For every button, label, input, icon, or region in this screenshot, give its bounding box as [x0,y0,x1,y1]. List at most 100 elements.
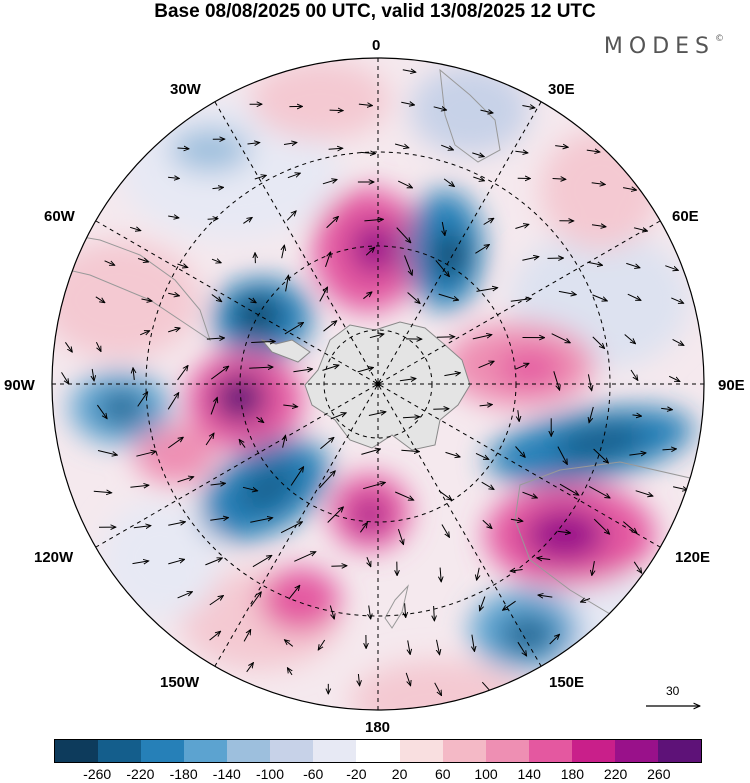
vector-scale-label: 30 [666,684,680,698]
lon-label-180: 180 [365,719,391,736]
wind-vector [283,435,286,448]
wind-vector [250,518,272,523]
wind-vector [211,294,222,302]
wind-vector [407,292,421,304]
wind-vector [283,405,297,407]
colorbar-swatch [313,740,357,762]
wind-vector [326,217,339,229]
wind-vector [402,70,416,72]
wind-vector [252,555,272,568]
colorbar-swatch [184,740,228,762]
wind-vector [95,296,105,303]
wind-vector [177,366,188,381]
wind-vector [632,415,642,416]
wind-vector [441,144,453,150]
wind-vector [399,379,416,381]
wind-vector [242,486,258,491]
wind-vector [329,605,334,620]
wind-vector [510,299,531,302]
wind-vector [256,416,264,422]
colorbar-swatch [442,740,486,762]
wind-vector [361,449,380,455]
wind-vector [480,596,486,611]
colorbar-swatch [528,740,572,762]
wind-vector [515,224,529,229]
wind-vector [626,262,640,267]
lon-label-90e: 90E [718,377,745,394]
wind-vector [282,245,285,259]
wind-vector [243,630,251,642]
wind-vector [482,519,492,528]
wind-vector [239,440,246,448]
wind-vector [249,367,273,368]
wind-vector [592,561,595,575]
wind-vector [177,592,193,599]
wind-vector [287,668,292,676]
colorbar-swatch [571,740,615,762]
wind-vector [359,523,367,533]
colorbar-swatch [657,740,701,762]
lon-label-60w: 60W [44,208,75,225]
wind-vector [61,372,69,384]
wind-vector [140,331,150,335]
wind-vector [433,107,447,110]
wind-vector [246,663,254,673]
colorbar-tick-label: 180 [560,766,585,782]
wind-vector [580,599,591,603]
wind-vector [589,406,594,423]
colorbar-swatch [227,740,271,762]
wind-vector [476,288,498,292]
wind-vector [290,467,304,486]
wind-vector [522,491,538,498]
wind-vector [293,369,312,372]
wind-vector [327,507,344,523]
wind-vector [515,363,530,370]
wind-vector [209,596,224,606]
wind-vector [586,150,600,152]
colorbar-swatch [399,740,443,762]
wind-vector [247,143,260,145]
wind-vector [557,531,571,533]
wind-vector [207,219,219,220]
wind-vector [367,557,371,567]
wind-vector [478,361,495,369]
wind-vector [633,228,648,231]
new-zealand-coast [384,584,409,629]
wind-vector [672,338,684,345]
wind-vector [472,634,475,652]
wind-vector [137,259,149,263]
wind-vector [592,294,608,301]
wind-vector [319,471,335,489]
wind-vector [435,260,450,276]
colorbar-tick-label: 260 [647,766,671,782]
colorbar-tick-label: 100 [474,766,498,782]
wind-vector [441,524,450,538]
wind-vector [211,366,228,380]
wind-vector [209,631,221,641]
wind-vector [633,561,642,573]
wind-vector [443,178,454,187]
colorbar [54,739,702,763]
wind-vector [444,373,460,376]
colorbar-tick-label: -20 [346,766,367,782]
wind-vector [328,148,343,149]
wind-vector [479,405,493,406]
wind-vector-field [61,70,688,696]
wind-vector [133,368,134,380]
wind-vector [168,293,179,296]
wind-vector [254,175,266,179]
wind-vector [408,640,411,654]
lon-label-150e: 150E [549,674,585,691]
wind-vector [168,177,179,178]
wind-vector [210,483,226,485]
wind-vector [629,453,646,455]
wind-vector [330,413,346,420]
colorbar-tick-label: -100 [255,766,285,782]
colorbar-swatch [141,740,185,762]
wind-vector [588,485,610,498]
wind-vector [397,180,412,188]
brand-mark: © [715,34,724,44]
wind-vector [286,275,289,292]
colorbar-tick-label: -180 [169,766,198,782]
